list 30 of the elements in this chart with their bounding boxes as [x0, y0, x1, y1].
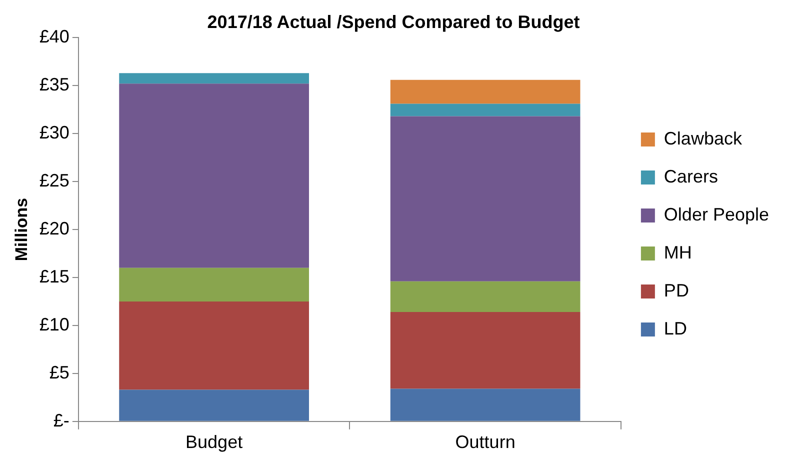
- bar: [119, 84, 309, 268]
- legend-label: MH: [664, 242, 692, 262]
- legend-label: Carers: [664, 166, 718, 186]
- y-tick-label: £30: [39, 122, 70, 143]
- y-tick-label: £20: [39, 218, 70, 238]
- bar: [119, 73, 309, 84]
- bar: [390, 116, 580, 282]
- y-tick-label: £25: [39, 170, 70, 190]
- bar: [390, 281, 580, 312]
- y-tick-label: £5: [49, 362, 70, 382]
- y-tick-label: £15: [39, 266, 70, 286]
- y-tick-label: £35: [39, 74, 70, 95]
- legend-label: Clawback: [664, 128, 743, 148]
- bar: [119, 301, 309, 390]
- bar: [119, 390, 309, 421]
- x-tick-label: Outturn: [455, 432, 516, 452]
- bar: [119, 268, 309, 302]
- bar: [390, 312, 580, 389]
- legend-label: LD: [664, 318, 687, 338]
- chart-title: 2017/18 Actual /Spend Compared to Budget: [207, 12, 580, 32]
- y-tick-label: £10: [39, 314, 70, 334]
- legend-label: PD: [664, 280, 689, 300]
- y-tick-label: £40: [39, 26, 70, 47]
- bar: [390, 388, 580, 421]
- x-tick-label: Budget: [186, 432, 243, 452]
- bar: [390, 104, 580, 116]
- y-tick-label: £-: [53, 410, 70, 430]
- legend-label: Older People: [664, 204, 770, 224]
- y-axis-title: Millions: [12, 198, 31, 262]
- bar: [390, 80, 580, 104]
